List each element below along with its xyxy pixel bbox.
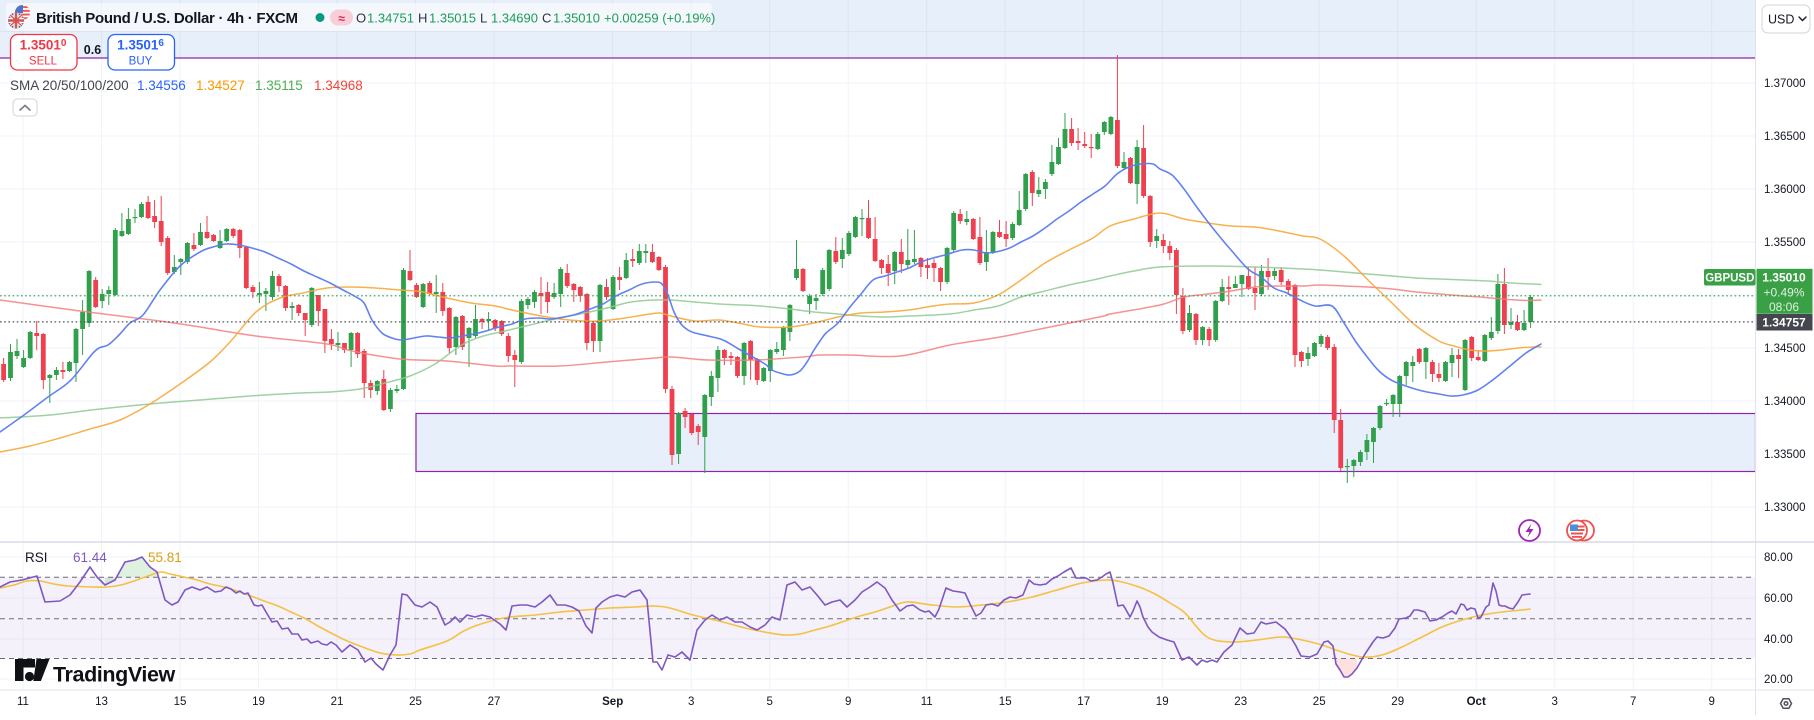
svg-text:1.35115: 1.35115 [255, 78, 303, 93]
svg-text:USD: USD [1768, 13, 1794, 27]
svg-text:15: 15 [174, 696, 187, 708]
svg-text:40.00: 40.00 [1764, 634, 1793, 646]
svg-text:1.35015: 1.35015 [429, 11, 476, 26]
svg-text:L: L [480, 11, 487, 26]
svg-text:+0.00259 (+0.19%): +0.00259 (+0.19%) [604, 11, 715, 26]
svg-text:SELL: SELL [29, 56, 58, 68]
svg-text:1.33500: 1.33500 [1764, 449, 1806, 461]
svg-text:29: 29 [1391, 696, 1404, 708]
svg-text:08:06: 08:06 [1769, 300, 1799, 314]
svg-text:17: 17 [1077, 696, 1090, 708]
svg-text:3: 3 [1551, 696, 1557, 708]
svg-text:C: C [542, 11, 551, 26]
svg-text:British Pound / U.S. Dollar ·: British Pound / U.S. Dollar · 4h · FXCM [36, 10, 298, 27]
svg-text:7: 7 [1630, 696, 1636, 708]
svg-text:11: 11 [921, 696, 933, 708]
svg-text:H: H [418, 11, 427, 26]
svg-text:SMA 20/50/100/200: SMA 20/50/100/200 [10, 78, 129, 93]
svg-text:1.36500: 1.36500 [1764, 131, 1806, 143]
svg-text:19: 19 [252, 696, 265, 708]
svg-text:1.35500: 1.35500 [1764, 237, 1806, 249]
svg-text:80.00: 80.00 [1764, 552, 1793, 564]
svg-text:+0.49%: +0.49% [1763, 286, 1804, 300]
svg-text:O: O [356, 11, 366, 26]
svg-text:1.34556: 1.34556 [137, 78, 186, 93]
svg-text:55.81: 55.81 [148, 550, 182, 565]
svg-text:1.35016: 1.35016 [117, 38, 164, 53]
svg-text:60.00: 60.00 [1764, 593, 1793, 605]
svg-text:9: 9 [1708, 696, 1714, 708]
svg-text:1.35010: 1.35010 [20, 38, 67, 53]
svg-text:9: 9 [845, 696, 851, 708]
svg-text:1.34690: 1.34690 [491, 11, 538, 26]
svg-text:5: 5 [766, 696, 772, 708]
svg-text:27: 27 [488, 696, 501, 708]
svg-text:1.34757: 1.34757 [1762, 316, 1806, 330]
svg-text:19: 19 [1156, 696, 1169, 708]
svg-text:1.34527: 1.34527 [196, 78, 245, 93]
svg-text:1.36000: 1.36000 [1764, 184, 1806, 196]
svg-text:21: 21 [331, 696, 344, 708]
svg-text:25: 25 [409, 696, 422, 708]
svg-text:1.35010: 1.35010 [1762, 271, 1806, 285]
svg-text:0.6: 0.6 [84, 43, 101, 57]
svg-text:RSI: RSI [25, 550, 48, 565]
svg-text:13: 13 [95, 696, 108, 708]
svg-text:11: 11 [17, 696, 29, 708]
svg-text:Oct: Oct [1467, 696, 1486, 708]
svg-text:≈: ≈ [338, 12, 345, 26]
svg-text:25: 25 [1313, 696, 1326, 708]
svg-text:20.00: 20.00 [1764, 674, 1793, 686]
svg-text:3: 3 [688, 696, 694, 708]
svg-text:15: 15 [999, 696, 1012, 708]
svg-text:TradingView: TradingView [53, 663, 176, 687]
svg-text:1.34000: 1.34000 [1764, 396, 1806, 408]
svg-text:1.34500: 1.34500 [1764, 343, 1806, 355]
svg-text:1.35010: 1.35010 [553, 11, 600, 26]
svg-text:23: 23 [1234, 696, 1247, 708]
svg-text:61.44: 61.44 [73, 550, 107, 565]
svg-text:1.34751: 1.34751 [367, 11, 414, 26]
svg-text:BUY: BUY [129, 56, 153, 68]
svg-text:Sep: Sep [602, 696, 623, 708]
svg-text:1.37000: 1.37000 [1764, 78, 1806, 90]
svg-text:GBPUSD: GBPUSD [1705, 272, 1754, 284]
svg-text:1.34968: 1.34968 [314, 78, 363, 93]
svg-text:1.33000: 1.33000 [1764, 502, 1806, 514]
